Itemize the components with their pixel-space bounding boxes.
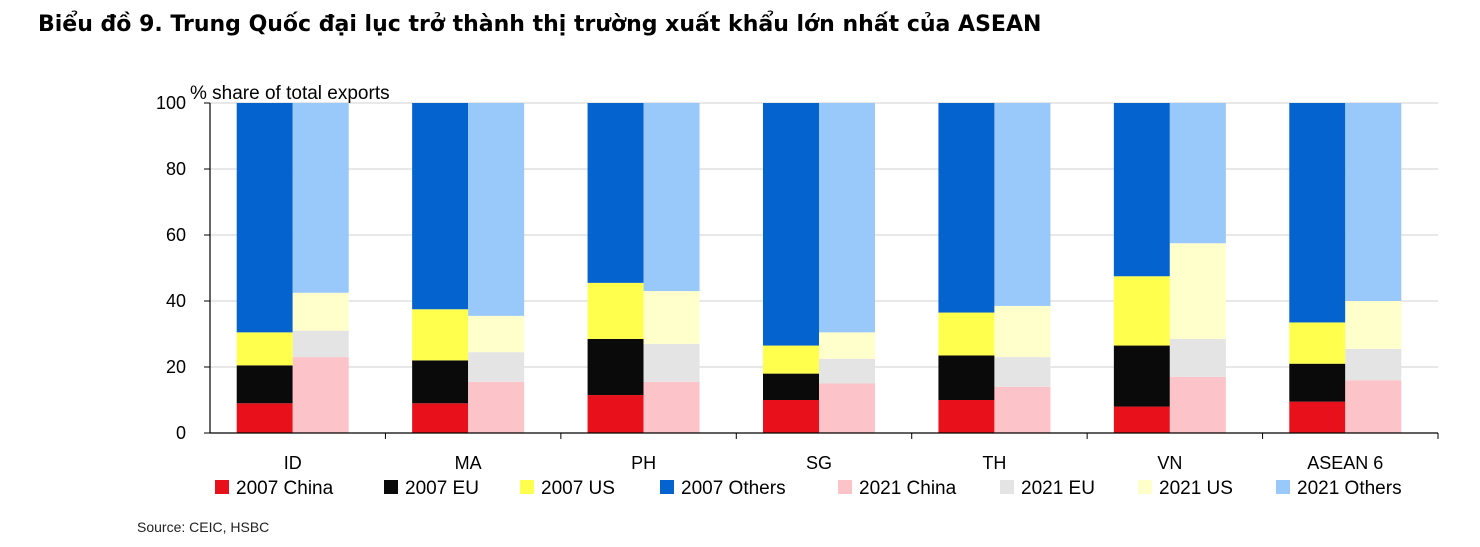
bar-2007-eu-asean-6	[1289, 363, 1346, 402]
bar-2007-eu-id	[236, 365, 293, 404]
bar-2021-china-ma	[468, 381, 525, 433]
x-tick-label: PH	[631, 453, 656, 473]
legend-swatch	[384, 480, 398, 494]
bar-2021-china-ph	[643, 381, 700, 433]
bar-2021-eu-asean-6	[1345, 348, 1402, 381]
bar-2021-eu-id	[292, 330, 349, 358]
x-tick-label: SG	[806, 453, 832, 473]
legend-label: 2021 Others	[1297, 478, 1402, 499]
bar-2007-eu-sg	[763, 373, 819, 400]
bar-2021-others-sg	[819, 103, 875, 333]
chart-title: Biểu đồ 9. Trung Quốc đại lục trở thành …	[38, 12, 1042, 37]
axes: 0 20 40 60 80 100 ID MA PH SG TH VN ASEAN 6	[156, 93, 1439, 473]
bar-2021-us-sg	[819, 332, 875, 359]
x-tick-label: VN	[1157, 453, 1182, 473]
bar-2007-others-th	[938, 103, 995, 313]
legend: 2007 China 2007 EU 2007 US 2007 Others 2021 …	[215, 478, 1402, 499]
bar-2021-us-id	[292, 292, 349, 331]
y-tick-label: 20	[166, 357, 186, 377]
bars	[236, 103, 1402, 433]
y-tick-label: 40	[166, 291, 186, 311]
bar-2007-us-asean-6	[1289, 322, 1346, 364]
bar-2007-us-ma	[412, 309, 469, 361]
bar-2021-us-asean-6	[1345, 301, 1402, 349]
bar-2021-others-th	[994, 103, 1051, 306]
y-tick-label: 80	[166, 159, 186, 179]
source-note: Source: CEIC, HSBC	[137, 519, 270, 535]
bar-2007-china-id	[236, 403, 293, 433]
bar-2021-us-ma	[468, 315, 525, 353]
bar-2007-others-vn	[1113, 103, 1170, 277]
bar-2021-others-ph	[643, 103, 700, 292]
bar-2021-china-id	[292, 357, 349, 433]
bar-2021-others-ma	[468, 103, 525, 316]
bar-2021-china-sg	[819, 383, 875, 433]
y-tick-label: 100	[156, 93, 186, 113]
bar-2021-eu-th	[994, 357, 1051, 387]
legend-swatch	[660, 480, 674, 494]
bar-2007-others-ph	[587, 103, 644, 283]
y-axis-label: % share of total exports	[190, 83, 390, 104]
legend-label: 2007 Others	[681, 478, 786, 499]
bar-2007-us-ph	[587, 282, 644, 339]
bar-2007-eu-ma	[412, 360, 469, 404]
legend-label: 2021 US	[1159, 478, 1233, 499]
bar-2021-eu-vn	[1169, 338, 1226, 377]
bar-2007-us-vn	[1113, 276, 1170, 346]
legend-swatch	[520, 480, 534, 494]
bar-2007-china-th	[938, 400, 995, 433]
legend-swatch	[1276, 480, 1290, 494]
bar-2021-us-vn	[1169, 243, 1226, 339]
y-tick-label: 60	[166, 225, 186, 245]
bar-2007-others-sg	[763, 103, 819, 346]
bar-2021-china-th	[994, 386, 1051, 433]
x-tick-label: MA	[455, 453, 482, 473]
bar-2021-eu-ma	[468, 352, 525, 382]
bar-2007-china-ph	[587, 395, 644, 433]
x-tick-label: ASEAN 6	[1307, 453, 1383, 473]
bar-2007-others-ma	[412, 103, 469, 310]
x-tick-label: ID	[284, 453, 302, 473]
bar-2021-china-asean-6	[1345, 380, 1402, 433]
legend-label: 2007 China	[236, 478, 334, 499]
y-tick-label: 0	[176, 423, 186, 443]
bar-2021-others-vn	[1169, 103, 1226, 244]
bar-2007-eu-th	[938, 355, 995, 400]
bar-2007-us-id	[236, 332, 293, 366]
bar-2007-china-sg	[763, 400, 819, 433]
bar-2007-us-sg	[763, 345, 819, 374]
bar-2007-eu-vn	[1113, 345, 1170, 407]
bar-2021-eu-ph	[643, 343, 700, 382]
legend-label: 2007 EU	[405, 478, 479, 499]
legend-swatch	[1000, 480, 1014, 494]
legend-swatch	[1138, 480, 1152, 494]
legend-swatch	[838, 480, 852, 494]
bar-2021-us-ph	[643, 291, 700, 344]
legend-label: 2021 EU	[1021, 478, 1095, 499]
legend-label: 2021 China	[859, 478, 957, 499]
bar-2021-china-vn	[1169, 376, 1226, 433]
bar-2007-others-id	[236, 103, 293, 333]
legend-swatch	[215, 480, 229, 494]
bar-2007-china-vn	[1113, 406, 1170, 433]
x-tick-label: TH	[982, 453, 1006, 473]
bar-2007-china-ma	[412, 403, 469, 433]
bar-2021-others-id	[292, 103, 349, 293]
bar-2007-us-th	[938, 312, 995, 356]
legend-label: 2007 US	[541, 478, 615, 499]
bar-2021-others-asean-6	[1345, 103, 1402, 301]
bar-2021-us-th	[994, 305, 1051, 358]
bar-2007-eu-ph	[587, 338, 644, 396]
bar-2021-eu-sg	[819, 358, 875, 384]
bar-2007-china-asean-6	[1289, 401, 1346, 433]
bar-2007-others-asean-6	[1289, 103, 1346, 323]
